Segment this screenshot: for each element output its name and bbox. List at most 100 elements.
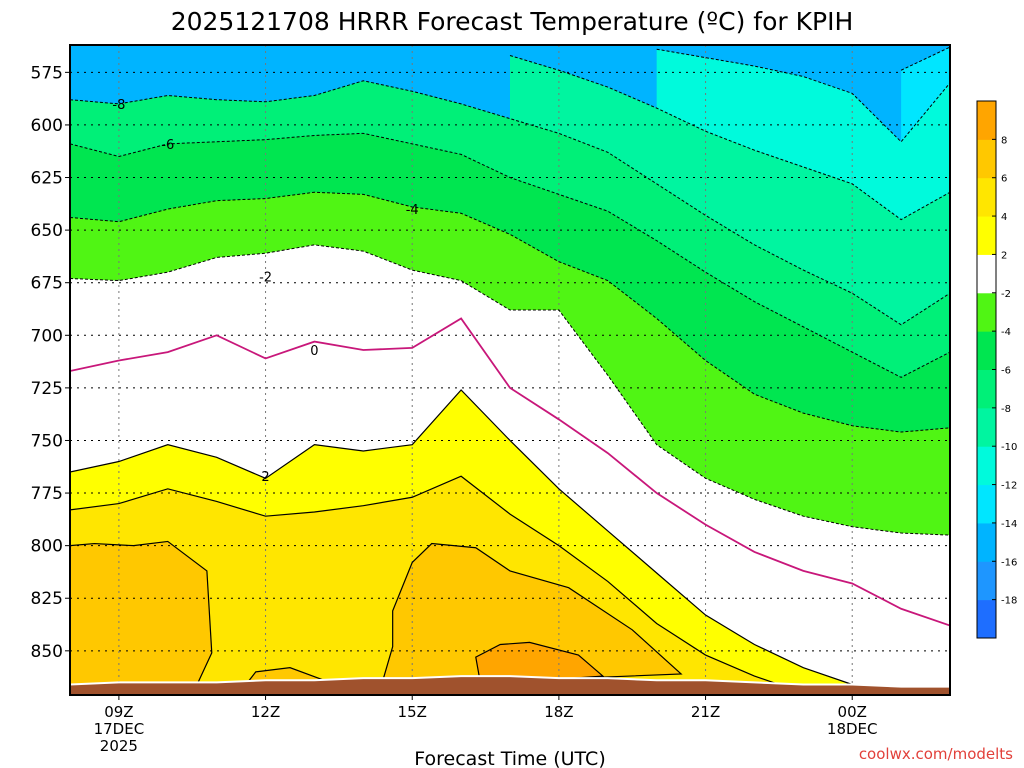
colorbar-tick: 8 bbox=[992, 135, 1007, 146]
svg-text:850: 850 bbox=[31, 642, 63, 662]
x-tick: 18Z bbox=[544, 695, 574, 721]
y-tick: 625 bbox=[31, 169, 70, 189]
chart-title: 2025121708 HRRR Forecast Temperature (ºC… bbox=[171, 7, 854, 36]
svg-text:12Z: 12Z bbox=[251, 703, 280, 721]
colorbar-tick: -14 bbox=[992, 519, 1017, 530]
y-tick: 675 bbox=[31, 274, 70, 294]
credit-text: coolwx.com/modelts bbox=[859, 745, 1013, 763]
y-tick: 850 bbox=[31, 642, 70, 662]
y-tick: 575 bbox=[31, 63, 70, 83]
colorbar-swatch bbox=[977, 216, 996, 255]
grid-layer bbox=[70, 45, 950, 695]
colorbar-swatch bbox=[977, 599, 996, 639]
svg-text:4: 4 bbox=[1001, 212, 1007, 223]
svg-text:09Z: 09Z bbox=[104, 703, 133, 721]
svg-text:-10: -10 bbox=[1001, 442, 1017, 453]
svg-text:15Z: 15Z bbox=[398, 703, 427, 721]
y-tick: 700 bbox=[31, 326, 70, 346]
colorbar-swatch bbox=[977, 139, 996, 179]
plot-frame bbox=[69, 44, 951, 696]
colorbar-swatch bbox=[977, 331, 996, 370]
contour-label: 2 bbox=[261, 470, 269, 485]
svg-text:8: 8 bbox=[1001, 135, 1007, 146]
terrain-edge bbox=[70, 675, 950, 688]
svg-text:00Z: 00Z bbox=[838, 703, 867, 721]
colorbar-swatch bbox=[977, 446, 996, 486]
isotherm--4 bbox=[70, 191, 950, 433]
isotherm-2 bbox=[70, 389, 950, 695]
svg-text:600: 600 bbox=[31, 116, 63, 136]
svg-text:575: 575 bbox=[31, 63, 63, 83]
colorbar-swatch bbox=[977, 522, 996, 562]
isotherm--14 bbox=[900, 46, 950, 71]
isotherm-layer bbox=[70, 46, 950, 695]
isotherm--10 bbox=[509, 55, 950, 221]
colorbar-swatch bbox=[977, 292, 996, 332]
contour-label-layer: -8 -6 -4 -2 0 2 bbox=[112, 98, 419, 485]
svg-text:6: 6 bbox=[1001, 174, 1007, 185]
colorbar: -18 -16 -14 -12 -10 -8 -6 -4 -2 2 4 6 8 bbox=[976, 100, 1017, 639]
svg-text:725: 725 bbox=[31, 379, 63, 399]
colorbar-swatch bbox=[977, 254, 996, 294]
svg-text:775: 775 bbox=[31, 484, 63, 504]
colorbar-tick: -10 bbox=[992, 442, 1017, 453]
svg-text:675: 675 bbox=[31, 274, 63, 294]
y-axis: 575 600 625 650 675 700 725 750 775 800 825 850 bbox=[31, 63, 70, 662]
colorbar-tick: 2 bbox=[992, 250, 1007, 261]
svg-text:-8: -8 bbox=[112, 98, 125, 113]
temperature-fill-layer bbox=[70, 45, 950, 695]
svg-text:650: 650 bbox=[31, 221, 63, 241]
contour-label: 0 bbox=[310, 344, 318, 359]
svg-text:-8: -8 bbox=[1001, 404, 1011, 415]
y-tick: 825 bbox=[31, 589, 70, 609]
colorbar-swatch bbox=[977, 561, 996, 601]
terrain-layer bbox=[70, 675, 950, 695]
colorbar-swatch bbox=[977, 484, 996, 524]
y-tick: 775 bbox=[31, 484, 70, 504]
svg-text:825: 825 bbox=[31, 589, 63, 609]
warm-region-6 bbox=[70, 541, 212, 685]
svg-text:18DEC: 18DEC bbox=[827, 720, 878, 738]
svg-text:800: 800 bbox=[31, 537, 63, 557]
isotherm--8 bbox=[70, 80, 950, 326]
svg-text:-18: -18 bbox=[1001, 596, 1017, 607]
isotherm--2 bbox=[70, 244, 950, 536]
svg-text:-4: -4 bbox=[406, 203, 419, 218]
svg-text:-2: -2 bbox=[1001, 289, 1011, 300]
svg-text:18Z: 18Z bbox=[544, 703, 573, 721]
colorbar-tick: -12 bbox=[992, 481, 1017, 492]
isotherm-0 bbox=[70, 317, 950, 627]
colorbar-tick: -2 bbox=[992, 289, 1011, 300]
contour-label: -4 bbox=[406, 203, 419, 218]
x-tick: 21Z bbox=[691, 695, 720, 721]
contour-label: -6 bbox=[161, 138, 174, 153]
svg-text:-2: -2 bbox=[259, 270, 272, 285]
contour-label: -8 bbox=[112, 98, 125, 113]
svg-text:-4: -4 bbox=[1001, 327, 1011, 338]
x-tick: 12Z bbox=[251, 695, 280, 721]
colorbar-swatch bbox=[977, 177, 996, 217]
svg-text:625: 625 bbox=[31, 169, 63, 189]
x-axis-label: Forecast Time (UTC) bbox=[414, 748, 605, 768]
svg-text:-16: -16 bbox=[1001, 557, 1017, 568]
y-tick: 725 bbox=[31, 379, 70, 399]
y-tick: 800 bbox=[31, 537, 70, 557]
contour-label: -2 bbox=[259, 270, 272, 285]
warm-region-6 bbox=[382, 543, 682, 685]
svg-text:21Z: 21Z bbox=[691, 703, 720, 721]
svg-text:17DEC: 17DEC bbox=[94, 720, 145, 738]
y-tick: 650 bbox=[31, 221, 70, 241]
svg-text:2: 2 bbox=[1001, 250, 1007, 261]
svg-text:-6: -6 bbox=[161, 138, 174, 153]
x-tick: 15Z bbox=[398, 695, 427, 721]
colorbar-swatch bbox=[977, 369, 996, 409]
colorbar-tick: -6 bbox=[992, 366, 1011, 377]
svg-text:-6: -6 bbox=[1001, 366, 1011, 377]
colorbar-tick: 4 bbox=[992, 212, 1007, 223]
y-tick: 750 bbox=[31, 431, 70, 451]
colorbar-tick: -8 bbox=[992, 404, 1011, 415]
